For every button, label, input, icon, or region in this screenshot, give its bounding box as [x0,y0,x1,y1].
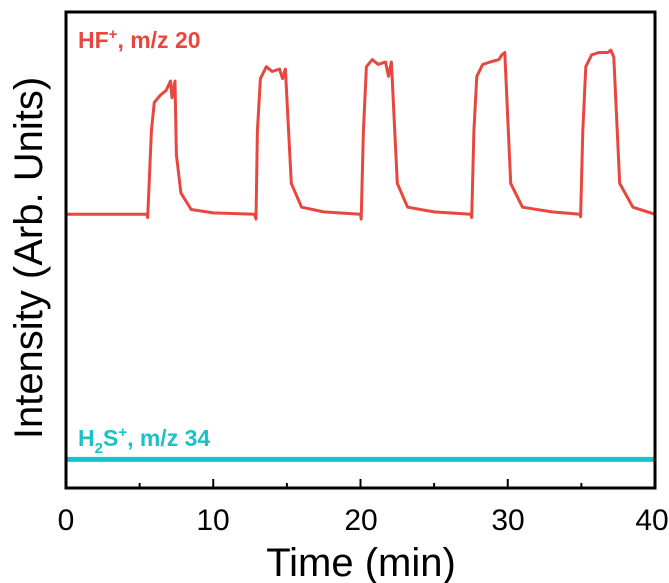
x-axis-title: Time (min) [266,541,456,583]
h2s-series-label: H2S+, m/z 34 [78,424,210,457]
x-tick-label-30: 30 [491,504,524,537]
plot-frame [64,10,657,490]
x-tick-label-20: 20 [344,504,377,537]
x-tick-label-40: 40 [635,504,668,537]
hf-series-line [66,48,656,221]
x-tick-label-10: 10 [196,504,229,537]
hf-series-label: HF+, m/z 20 [78,26,201,53]
plot-series [66,48,656,462]
y-axis-title: Intensity (Arb. Units) [7,77,51,439]
x-tick-label-0: 0 [58,504,75,537]
